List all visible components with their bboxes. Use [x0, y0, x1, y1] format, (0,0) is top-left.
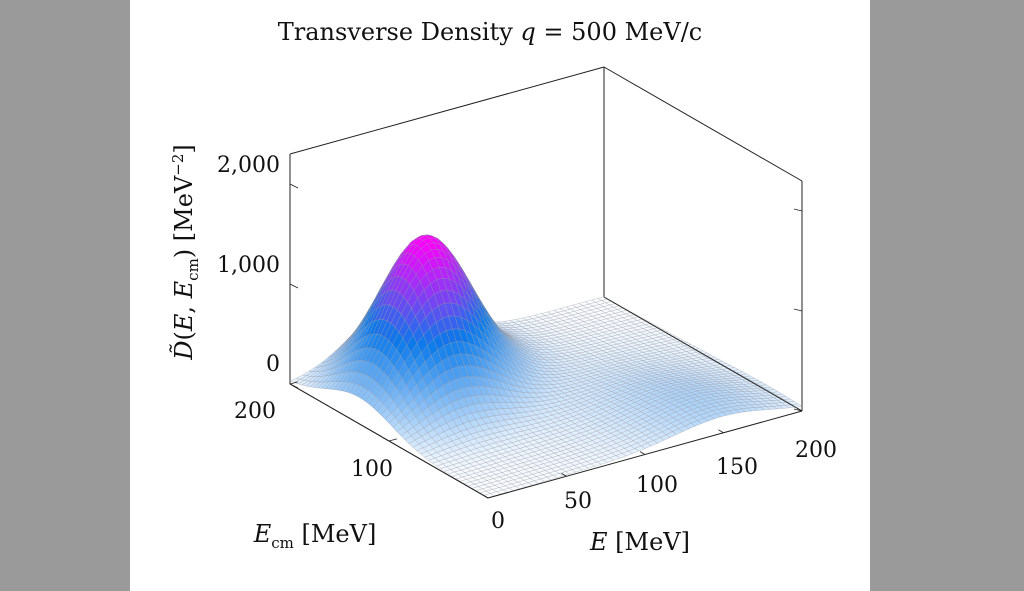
z-tick-mark [289, 283, 299, 289]
x-tick-label-0: 0 [491, 509, 505, 534]
y-tick-labels: 200 100 [234, 399, 393, 482]
y-axis-label: Ecm [MeV] [253, 520, 377, 552]
z-tick-label-2000: 2,000 [217, 153, 280, 178]
x-tick-labels: 0 50 100 150 200 [491, 438, 837, 534]
surface-plot: Transverse Density q = 500 MeV/c 0 1,000… [169, 18, 837, 556]
y-tick-label-100: 100 [351, 457, 393, 482]
x-tick-label-150: 150 [716, 455, 758, 480]
surface-mesh [289, 234, 803, 498]
x-tick-mark [482, 494, 489, 499]
z-tick-labels: 0 1,000 2,000 [217, 153, 280, 377]
axis-edge-top-right [603, 66, 803, 182]
figure-page: Transverse Density q = 500 MeV/c 0 1,000… [130, 0, 870, 591]
x-tick-label-200: 200 [795, 438, 837, 463]
x-tick-label-100: 100 [636, 473, 678, 498]
z-tick-mark-right [793, 408, 803, 412]
axis-box-back [289, 66, 803, 411]
x-tick-mark [561, 473, 567, 477]
z-tick-mark-right [793, 308, 803, 312]
z-axis-label: D̃(E, Ecm) [MeV−2] [169, 144, 202, 361]
x-tick-mark [639, 451, 646, 455]
axis-edge-base-right [603, 296, 803, 412]
tick-marks [289, 183, 803, 499]
z-tick-label-0: 0 [266, 352, 280, 377]
x-axis-label: E [MeV] [589, 528, 690, 556]
z-tick-label-1000: 1,000 [217, 253, 280, 278]
z-tick-mark-right [793, 208, 803, 212]
chart-title: Transverse Density q = 500 MeV/c [278, 18, 703, 46]
y-tick-mark [289, 381, 298, 385]
x-tick-label-50: 50 [564, 489, 592, 514]
z-tick-mark [289, 383, 299, 389]
z-tick-mark [289, 183, 299, 189]
y-tick-mark [388, 438, 397, 442]
y-tick-label-200: 200 [234, 399, 276, 424]
x-tick-mark [718, 429, 724, 434]
axis-edge-top-back [289, 66, 605, 155]
